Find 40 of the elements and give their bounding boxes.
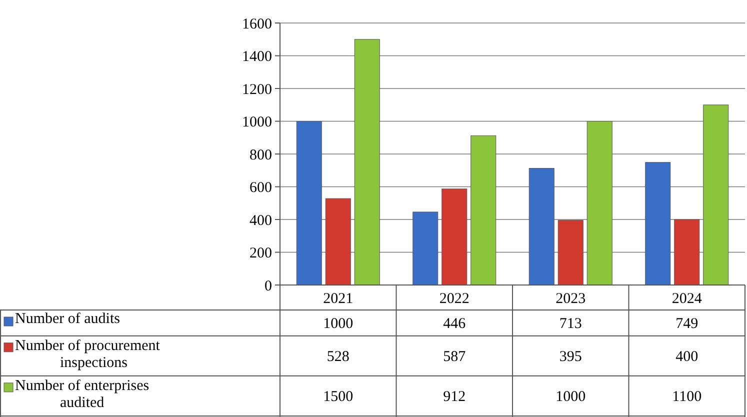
bar xyxy=(586,121,612,286)
bar xyxy=(703,104,729,286)
bar xyxy=(528,168,554,286)
legend-label: Number of enterprises audited xyxy=(15,378,150,411)
bar xyxy=(412,212,438,286)
y-tick-label: 1200 xyxy=(242,82,272,98)
x-tick-label: 2023 xyxy=(556,290,586,307)
y-tick-label: 0 xyxy=(264,278,272,294)
y-tick-label: 800 xyxy=(250,147,272,164)
bar xyxy=(470,135,496,286)
y-tick-label: 600 xyxy=(250,180,272,196)
legend-label: Number of audits xyxy=(15,310,120,327)
data-label: 912 xyxy=(443,389,466,406)
y-tick-label: 1400 xyxy=(242,49,272,65)
y-tick-label: 400 xyxy=(250,212,272,229)
data-label: 400 xyxy=(676,349,698,366)
y-tick-label: 200 xyxy=(250,246,272,262)
data-label: 1000 xyxy=(556,389,586,406)
bar xyxy=(674,219,700,286)
data-label: 1100 xyxy=(672,389,702,406)
x-tick-label: 2021 xyxy=(323,290,354,307)
data-label: 528 xyxy=(326,349,350,366)
legend-label: Number of procurement inspections xyxy=(15,338,161,371)
bar xyxy=(442,188,468,286)
y-tick-label: 1000 xyxy=(242,114,272,130)
x-tick-label: 2024 xyxy=(672,290,702,307)
bar xyxy=(325,198,351,286)
bar xyxy=(354,39,380,286)
data-label: 749 xyxy=(676,316,698,332)
data-label: 713 xyxy=(559,316,582,332)
data-label: 587 xyxy=(443,349,466,366)
y-tick-label: 1600 xyxy=(242,16,272,32)
data-label: 395 xyxy=(559,349,582,366)
data-label: 446 xyxy=(443,316,466,332)
bar xyxy=(558,220,584,286)
data-label: 1000 xyxy=(323,316,354,332)
x-tick-label: 2022 xyxy=(439,290,470,307)
bar xyxy=(296,121,322,286)
data-label: 1500 xyxy=(323,389,354,406)
bar xyxy=(645,162,671,286)
